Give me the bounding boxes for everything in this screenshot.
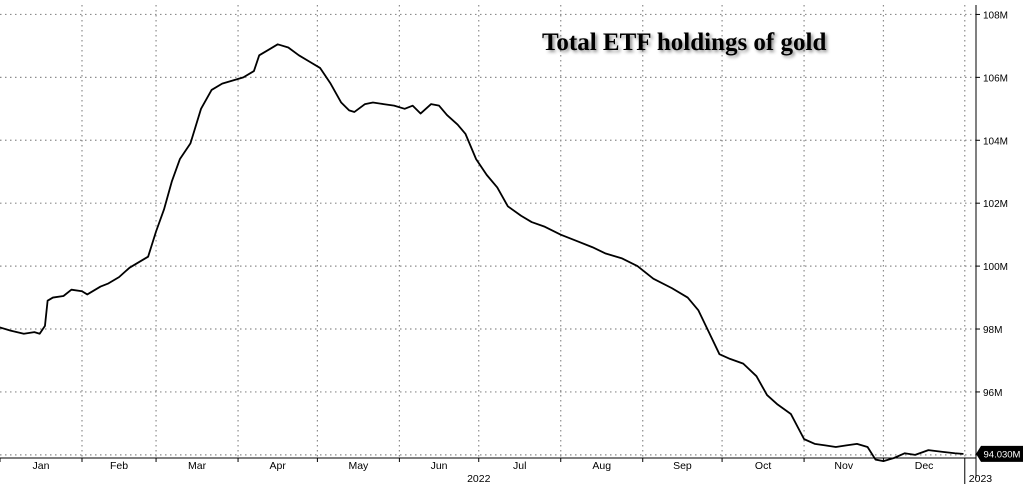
x-tick-label: Jul [513, 460, 526, 472]
x-tick-label: Jan [33, 460, 50, 472]
series-line [0, 43, 964, 463]
x-tick-label: Nov [834, 460, 853, 472]
axes: 94M96M98M100M102M104M106M108MJanFebMarAp… [0, 5, 1008, 485]
y-tick-label: 100M [983, 262, 1008, 273]
y-tick-label: 104M [983, 136, 1008, 147]
last-value-box [976, 445, 1023, 462]
y-tick-label: 98M [983, 325, 1002, 336]
y-tick-label: 102M [983, 199, 1008, 210]
gridlines [0, 5, 976, 458]
x-tick-label: May [348, 460, 369, 472]
year-label: 2022 [467, 473, 491, 485]
y-tick-label: 96M [983, 388, 1002, 399]
next-year-label: 2023 [969, 473, 993, 485]
x-tick-label: Apr [270, 460, 287, 472]
chart-title: Total ETF holdings of gold [542, 29, 826, 56]
labels: 94.030M [976, 445, 1023, 462]
series [0, 43, 964, 463]
y-tick-label: 106M [983, 73, 1008, 84]
x-tick-label: Sep [673, 460, 692, 472]
x-tick-label: Dec [915, 460, 934, 472]
x-tick-label: Aug [592, 460, 611, 472]
last-value-label: 94.030M [984, 449, 1021, 460]
x-tick-label: Jun [431, 460, 448, 472]
x-tick-label: Mar [188, 460, 207, 472]
x-tick-label: Feb [110, 460, 128, 472]
x-tick-label: Oct [755, 460, 771, 472]
y-tick-label: 108M [983, 10, 1008, 21]
